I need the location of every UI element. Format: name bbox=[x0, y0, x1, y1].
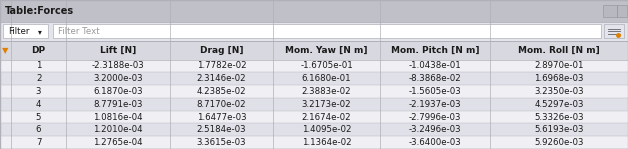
Text: -2.3188e-03: -2.3188e-03 bbox=[92, 62, 144, 70]
Text: 2: 2 bbox=[36, 74, 41, 83]
Bar bbox=[604, 24, 624, 38]
Text: 3.2173e-02: 3.2173e-02 bbox=[301, 100, 352, 109]
Text: 4.5297e-03: 4.5297e-03 bbox=[534, 100, 583, 109]
Text: Mom. Yaw [N m]: Mom. Yaw [N m] bbox=[285, 46, 368, 55]
Text: 3.2350e-03: 3.2350e-03 bbox=[534, 87, 584, 96]
Text: -3.2496e-03: -3.2496e-03 bbox=[409, 125, 461, 134]
Text: 1.0816e-04: 1.0816e-04 bbox=[93, 113, 143, 122]
Bar bbox=[0, 0, 628, 22]
Text: 6.1680e-01: 6.1680e-01 bbox=[301, 74, 352, 83]
Text: 2.8970e-01: 2.8970e-01 bbox=[534, 62, 583, 70]
Text: Filter: Filter bbox=[8, 27, 30, 36]
Bar bbox=[0, 60, 628, 72]
Text: 3.2000e-03: 3.2000e-03 bbox=[93, 74, 143, 83]
Text: Lift [N]: Lift [N] bbox=[100, 46, 136, 55]
Bar bbox=[0, 22, 628, 41]
Bar bbox=[3, 24, 48, 38]
Text: ▾: ▾ bbox=[38, 27, 42, 36]
Text: ▼: ▼ bbox=[3, 46, 9, 55]
Text: Mom. Roll [N m]: Mom. Roll [N m] bbox=[518, 46, 600, 55]
Text: 2.5184e-03: 2.5184e-03 bbox=[197, 125, 246, 134]
Text: 2.3883e-02: 2.3883e-02 bbox=[301, 87, 352, 96]
Text: 3.3615e-03: 3.3615e-03 bbox=[197, 138, 246, 147]
Text: 4: 4 bbox=[36, 100, 41, 109]
Text: 5.3326e-03: 5.3326e-03 bbox=[534, 113, 584, 122]
Text: 1.4095e-02: 1.4095e-02 bbox=[302, 125, 351, 134]
Bar bbox=[0, 41, 628, 60]
Text: -2.1937e-03: -2.1937e-03 bbox=[409, 100, 461, 109]
Text: Table:Forces: Table:Forces bbox=[5, 6, 74, 16]
Text: 7: 7 bbox=[36, 138, 41, 147]
Text: -1.6705e-01: -1.6705e-01 bbox=[300, 62, 353, 70]
Text: 4.2385e-02: 4.2385e-02 bbox=[197, 87, 246, 96]
Text: DP: DP bbox=[31, 46, 46, 55]
Bar bbox=[0, 72, 628, 85]
Bar bbox=[0, 124, 628, 136]
Text: 8.7170e-02: 8.7170e-02 bbox=[197, 100, 246, 109]
Text: 1.2765e-04: 1.2765e-04 bbox=[93, 138, 143, 147]
Bar bbox=[53, 24, 601, 38]
Text: -8.3868e-02: -8.3868e-02 bbox=[409, 74, 461, 83]
Bar bbox=[0, 85, 628, 98]
Text: 5: 5 bbox=[36, 113, 41, 122]
Text: -1.5605e-03: -1.5605e-03 bbox=[409, 87, 461, 96]
Text: 5.9260e-03: 5.9260e-03 bbox=[534, 138, 583, 147]
Text: 6: 6 bbox=[36, 125, 41, 134]
Text: Mom. Pitch [N m]: Mom. Pitch [N m] bbox=[391, 46, 479, 55]
Bar bbox=[0, 98, 628, 111]
Text: Filter Text: Filter Text bbox=[58, 27, 100, 36]
Text: 8.7791e-03: 8.7791e-03 bbox=[93, 100, 143, 109]
Text: 6.1870e-03: 6.1870e-03 bbox=[93, 87, 143, 96]
Text: -3.6400e-03: -3.6400e-03 bbox=[409, 138, 461, 147]
Text: 5.6193e-03: 5.6193e-03 bbox=[534, 125, 583, 134]
Text: 1.2010e-04: 1.2010e-04 bbox=[93, 125, 143, 134]
Bar bbox=[617, 5, 627, 17]
Bar bbox=[603, 5, 617, 17]
Text: 1: 1 bbox=[36, 62, 41, 70]
Text: 1.1364e-02: 1.1364e-02 bbox=[301, 138, 352, 147]
Text: -1.0438e-01: -1.0438e-01 bbox=[409, 62, 461, 70]
Bar bbox=[0, 136, 628, 149]
Text: 2.1674e-02: 2.1674e-02 bbox=[301, 113, 352, 122]
Bar bbox=[0, 111, 628, 124]
Text: 1.6477e-03: 1.6477e-03 bbox=[197, 113, 246, 122]
Text: -2.7996e-03: -2.7996e-03 bbox=[409, 113, 461, 122]
Text: 3: 3 bbox=[36, 87, 41, 96]
Text: 1.6968e-03: 1.6968e-03 bbox=[534, 74, 583, 83]
Text: Drag [N]: Drag [N] bbox=[200, 46, 243, 55]
Text: 1.7782e-02: 1.7782e-02 bbox=[197, 62, 246, 70]
Text: 2.3146e-02: 2.3146e-02 bbox=[197, 74, 246, 83]
